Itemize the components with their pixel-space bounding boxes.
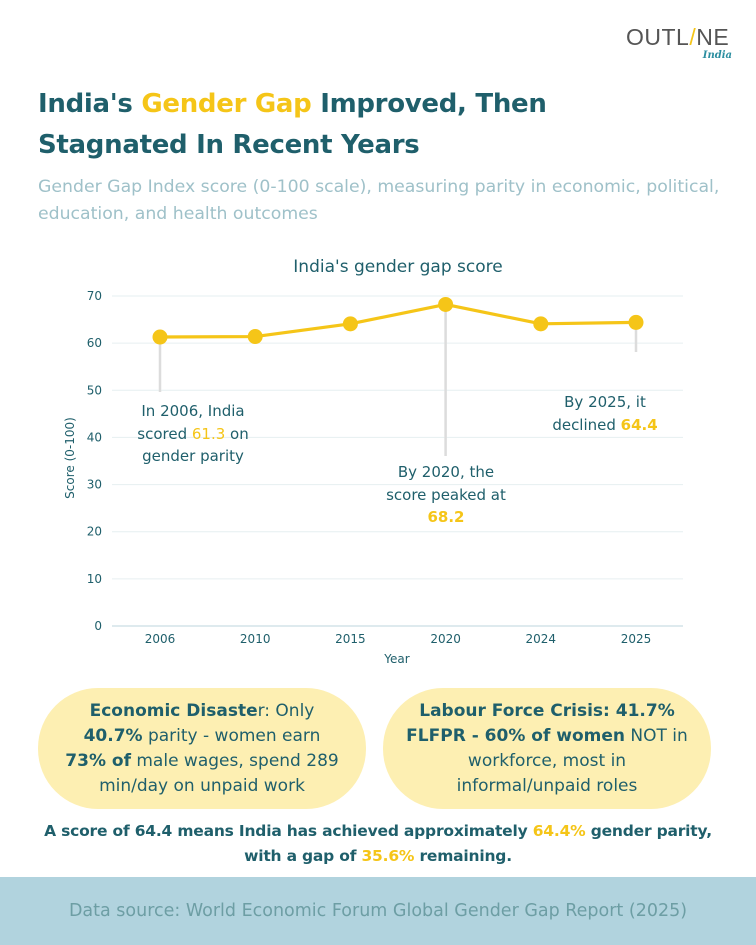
labour-force-crisis-card: Labour Force Crisis: 41.7% FLFPR - 60% o… bbox=[383, 688, 711, 809]
y-tick-label-60: 60 bbox=[87, 336, 102, 350]
annotation-2006-post: on bbox=[225, 424, 249, 443]
x-tick-label-2024: 2024 bbox=[526, 632, 557, 646]
summary-part-2: gender parity, with a gap of bbox=[244, 822, 712, 865]
card-1-bold-wages: 73% of bbox=[65, 750, 131, 771]
x-tick-label-2006: 2006 bbox=[145, 632, 176, 646]
title-highlight: Gender Gap bbox=[141, 89, 312, 119]
card-1-bold-heading: Economic Disaste bbox=[89, 700, 258, 721]
data-point-2020 bbox=[438, 296, 454, 312]
logo-text-left: OUTL bbox=[626, 24, 690, 50]
card-1-text-1: r: Only bbox=[257, 700, 315, 721]
y-tick-label-10: 10 bbox=[87, 572, 102, 586]
page-title: India's Gender Gap Improved, Then Stagna… bbox=[38, 84, 658, 166]
grid-layer bbox=[112, 295, 683, 627]
annotation-2006-value: 61.3 bbox=[191, 424, 226, 443]
annotation-2020-line-1: By 2020, the bbox=[397, 463, 495, 481]
logo-subtext: India bbox=[702, 50, 732, 61]
series-layer bbox=[152, 296, 644, 345]
annotation-2006-pre: scored bbox=[137, 424, 192, 443]
y-tick-label-40: 40 bbox=[87, 430, 102, 444]
card-2-text: NOT in workforce, most in informal/unpai… bbox=[456, 725, 688, 796]
series-line bbox=[159, 302, 637, 339]
logo-text-right: NE bbox=[696, 24, 730, 50]
data-point-2025 bbox=[628, 314, 644, 330]
data-point-2015 bbox=[342, 316, 358, 332]
annotation-2006: In 2006, India scored 61.3 on gender par… bbox=[118, 400, 268, 468]
y-tick-label-70: 70 bbox=[87, 289, 102, 303]
summary-part-3: remaining. bbox=[414, 847, 512, 865]
annotation-2025-line-1: By 2025, it bbox=[564, 393, 646, 411]
data-source-text: Data source: World Economic Forum Global… bbox=[68, 901, 688, 921]
x-tick-labels: 2006 2010 2015 2020 2024 2025 bbox=[145, 632, 652, 646]
annotation-2006-line-2: scored 61.3 on bbox=[118, 423, 268, 446]
annotation-2020-line-2: score peaked at bbox=[386, 485, 506, 504]
footer-bar: Data source: World Economic Forum Global… bbox=[0, 877, 756, 945]
annotation-2020-value: 68.2 bbox=[427, 508, 465, 526]
annotation-2025: By 2025, it declined 64.4 bbox=[530, 391, 680, 436]
page-subtitle: Gender Gap Index score (0-100 scale), me… bbox=[38, 177, 720, 224]
x-tick-label-2020: 2020 bbox=[430, 632, 461, 646]
card-1-text-2: parity - women earn bbox=[142, 725, 321, 746]
y-tick-labels: 0 10 20 30 40 50 60 70 bbox=[87, 289, 102, 633]
logo-wordmark: OUTL/NE bbox=[626, 24, 729, 51]
x-tick-label-2015: 2015 bbox=[335, 632, 366, 646]
y-tick-label-30: 30 bbox=[87, 478, 102, 492]
y-tick-label-50: 50 bbox=[87, 383, 102, 397]
title-part-2: Improved, Then Stagnated In Recent Years bbox=[38, 89, 547, 160]
summary-statement: A score of 64.4 means India has achieved… bbox=[40, 819, 716, 869]
y-tick-label-0: 0 bbox=[94, 619, 102, 633]
annotation-2006-line-3: gender parity bbox=[142, 447, 244, 465]
data-point-2006 bbox=[152, 329, 168, 345]
data-point-2010 bbox=[247, 329, 263, 345]
y-tick-label-20: 20 bbox=[87, 525, 102, 539]
logo-slash: / bbox=[689, 24, 697, 50]
card-1-bold-stat: 40.7% bbox=[83, 725, 143, 746]
outline-india-logo: OUTL/NE India bbox=[626, 24, 736, 64]
summary-highlight-gap: 35.6% bbox=[361, 847, 415, 865]
annotation-2020: By 2020, the score peaked at 68.2 bbox=[366, 461, 526, 529]
y-axis-label: Score (0-100) bbox=[63, 417, 77, 499]
annotation-2025-pre: declined bbox=[552, 415, 621, 434]
card-1-text-3: male wages, spend 289 min/day on unpaid … bbox=[99, 750, 339, 796]
x-tick-label-2025: 2025 bbox=[621, 632, 652, 646]
annotation-2025-line-2: declined 64.4 bbox=[530, 414, 680, 437]
summary-highlight-parity: 64.4% bbox=[532, 822, 586, 840]
summary-part-1: A score of 64.4 means India has achieved… bbox=[44, 822, 533, 840]
annotation-2025-value: 64.4 bbox=[620, 415, 658, 434]
data-point-2024 bbox=[533, 316, 549, 332]
economic-disaster-card: Economic Disaster: Only 40.7% parity - w… bbox=[38, 688, 366, 809]
annotation-2006-line-1: In 2006, India bbox=[141, 402, 245, 420]
card-2-bold-heading: Labour Force Crisis: 41.7% FLFPR - 60% o… bbox=[406, 700, 675, 746]
title-part-1: India's bbox=[38, 89, 142, 119]
x-axis-label: Year bbox=[383, 652, 409, 666]
chart-title: India's gender gap score bbox=[293, 257, 502, 277]
x-tick-label-2010: 2010 bbox=[240, 632, 271, 646]
line-chart: India's gender gap score 0 10 20 30 40 50 60 70… bbox=[63, 257, 683, 666]
